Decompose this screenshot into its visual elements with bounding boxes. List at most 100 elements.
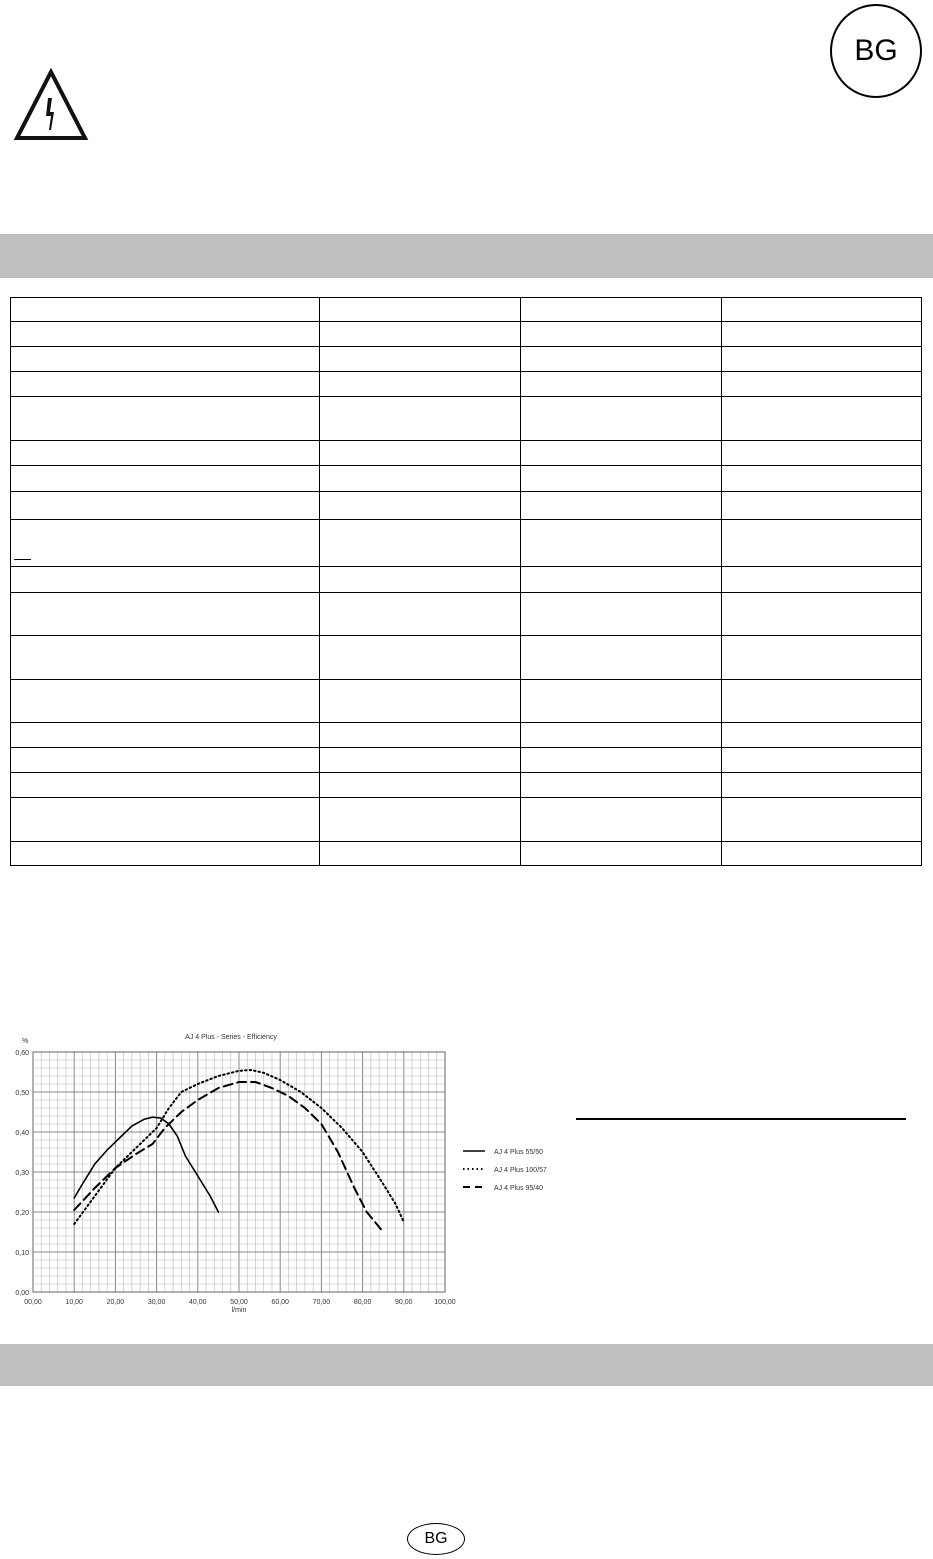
table-cell — [319, 797, 522, 842]
table-row — [9, 772, 922, 798]
plot-area — [32, 1051, 446, 1293]
table-cell — [721, 297, 922, 322]
table-cell — [520, 592, 723, 636]
table-row — [9, 592, 922, 636]
table-cell — [721, 592, 922, 636]
y-axis-label: % — [22, 1038, 28, 1045]
table-cell — [721, 772, 922, 798]
y-tick-label: 0,10 — [15, 1250, 29, 1257]
table-cell — [319, 465, 522, 492]
y-tick-label: 0,00 — [15, 1290, 29, 1297]
table-cell — [9, 635, 321, 680]
table-cell — [319, 635, 522, 680]
table-row — [9, 346, 922, 372]
table-cell — [9, 321, 321, 347]
series-line — [73, 1081, 385, 1233]
language-badge: BG — [830, 4, 922, 98]
table-cell — [319, 321, 522, 347]
table-cell — [520, 396, 723, 441]
table-cell — [721, 519, 922, 567]
y-tick-label: 0,40 — [15, 1130, 29, 1137]
table-cell — [319, 371, 522, 397]
table-row — [9, 747, 922, 773]
x-tick-label: 100,00 — [434, 1299, 456, 1306]
table-cell — [319, 519, 522, 567]
y-tick-label: 0,60 — [15, 1050, 29, 1057]
table-cell — [520, 566, 723, 593]
table-cell — [721, 566, 922, 593]
table-cell — [520, 797, 723, 842]
table-cell — [520, 371, 723, 397]
table-cell — [9, 396, 321, 441]
table-cell — [520, 297, 723, 322]
table-cell — [520, 491, 723, 520]
table-row — [9, 797, 922, 842]
table-cell — [9, 491, 321, 520]
table-cell — [721, 679, 922, 723]
x-tick-label: 10,00 — [65, 1299, 83, 1306]
x-tick-label: 40,00 — [189, 1299, 207, 1306]
table-cell — [721, 396, 922, 441]
table-cell — [319, 772, 522, 798]
table-cell — [721, 465, 922, 492]
table-row — [9, 519, 922, 567]
table-cell — [721, 440, 922, 466]
table-cell — [319, 592, 522, 636]
series-line — [73, 1068, 405, 1225]
table-cell — [721, 841, 922, 866]
table-cell — [319, 297, 522, 322]
table-row — [9, 321, 922, 347]
x-tick-label: 90,00 — [395, 1299, 413, 1306]
table-cell — [9, 371, 321, 397]
table-row — [9, 722, 922, 748]
table-cell — [721, 371, 922, 397]
footer-language-badge: BG — [407, 1523, 465, 1555]
table-cell — [520, 465, 723, 492]
table-cell — [319, 440, 522, 466]
table-row — [9, 465, 922, 492]
table-cell — [520, 440, 723, 466]
table-cell — [9, 440, 321, 466]
table-cell — [721, 635, 922, 680]
table-row — [9, 440, 922, 466]
table-cell — [9, 679, 321, 723]
specifications-table — [9, 297, 922, 866]
electric-hazard-triangle-icon — [13, 68, 89, 140]
table-cell — [319, 841, 522, 866]
table-cell — [319, 722, 522, 748]
y-tick-label: 0,20 — [15, 1210, 29, 1217]
table-cell — [9, 297, 321, 322]
divider-line — [576, 1118, 906, 1120]
table-cell — [721, 321, 922, 347]
table-row — [9, 635, 922, 680]
table-cell — [9, 465, 321, 492]
table-row — [9, 679, 922, 723]
table-cell — [9, 747, 321, 773]
section-header-bar — [0, 234, 933, 278]
table-cell — [721, 747, 922, 773]
table-cell — [520, 841, 723, 866]
table-cell — [9, 566, 321, 593]
x-tick-label: 50,00 — [230, 1299, 248, 1306]
table-cell — [319, 491, 522, 520]
table-cell — [520, 519, 723, 567]
x-axis-label: l/min — [232, 1307, 247, 1314]
table-cell — [520, 635, 723, 680]
table-row — [9, 566, 922, 593]
table-cell — [319, 747, 522, 773]
x-tick-label: 60,00 — [271, 1299, 289, 1306]
table-cell — [319, 679, 522, 723]
table-cell — [319, 346, 522, 372]
footer-badge-text: BG — [424, 1530, 448, 1547]
table-cell — [9, 797, 321, 842]
table-cell — [721, 797, 922, 842]
table-cell — [9, 592, 321, 636]
table-cell — [520, 679, 723, 723]
chart-title: AJ 4 Plus - Series - Efficiency — [185, 1034, 277, 1041]
table-cell — [721, 346, 922, 372]
x-tick-label: 80,00 — [354, 1299, 372, 1306]
section-header-bar — [0, 1344, 933, 1386]
x-tick-label: 70,00 — [313, 1299, 331, 1306]
legend-label: AJ 4 Plus 95/40 — [494, 1185, 543, 1192]
